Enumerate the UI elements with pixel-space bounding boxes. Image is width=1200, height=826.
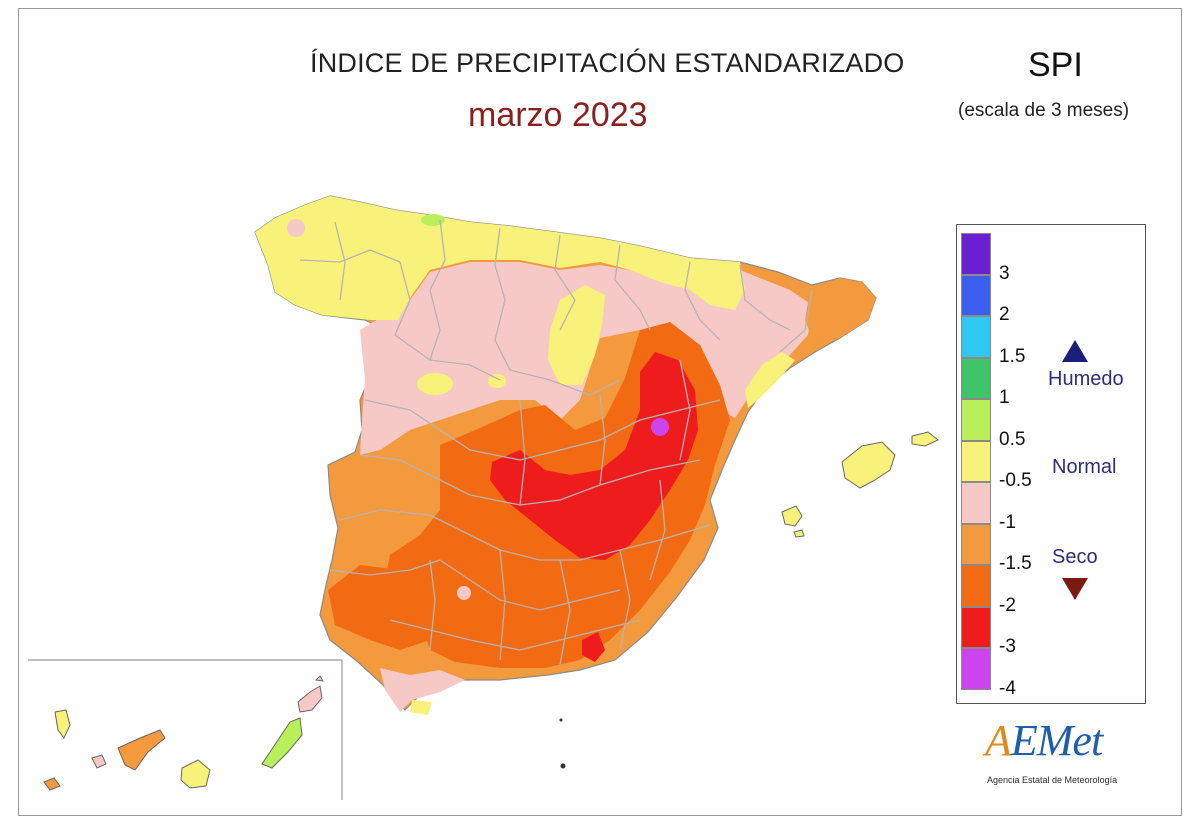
index-name: SPI [1028,46,1083,84]
island-fuerteventura [261,717,303,769]
island-lanzarote [297,685,323,713]
island-ibiza [781,505,803,527]
island-tenerife [117,729,166,771]
region-yellow-patch-b [488,374,506,388]
legend-swatch [961,606,991,648]
province-borders [299,219,813,666]
scale-note: (escala de 3 meses) [958,100,1130,121]
legend-swatch [961,357,991,399]
legend-swatch [961,399,991,441]
region-red-south [582,632,605,662]
region-orange-catalonia [805,278,876,345]
island-la-gomera [91,754,107,769]
region-yellow-southwest [410,700,432,715]
region-violet-spot [651,418,669,436]
region-pink-galicia [287,219,305,237]
legend-tick-label: 3 [999,262,1010,284]
legend-tick-label: -3 [999,636,1016,657]
region-orange-west [328,565,430,650]
island-formentera [793,529,805,538]
legend-swatch [961,565,991,607]
islet-mark [559,718,563,722]
island-la-graciosa [314,675,324,682]
legend-swatch [961,523,991,565]
legend-category-dry: Seco [1052,546,1098,568]
map-subtitle: marzo 2023 [468,96,648,134]
legend-category-normal: Normal [1052,456,1117,478]
legend-tick-label: 0.5 [999,428,1026,450]
wet-arrow-icon [1062,340,1088,362]
map-frame [18,8,1182,816]
island-menorca [911,431,939,447]
legend-category-wet: Humedo [1048,368,1124,390]
region-yellow-northwest [255,196,745,320]
aemet-logo-word: AEMet [985,716,1103,765]
legend-tick-label: -0.5 [999,470,1032,491]
legend-swatch [961,233,991,275]
island-el-hierro [43,777,61,791]
legend-swatch [961,440,991,482]
legend-tick-label: -1.5 [999,553,1032,574]
map-title: ÍNDICE DE PRECIPITACIÓN ESTANDARIZADO [310,48,905,78]
island-la-palma [54,709,71,739]
legend-swatch [961,482,991,524]
aemet-logo-caption: Agencia Estatal de Meteorología [987,775,1118,785]
island-alboran [560,763,566,769]
region-yellow-duero [548,285,605,385]
legend-tick-label: 2 [999,304,1010,325]
island-mallorca [841,441,896,489]
aemet-logo: AEMet Agencia Estatal de Meteorología [985,715,1155,795]
legend: 3 2 1.5 1 0.5 -0.5 -1 -1.5 -2 -3 -4 [956,224,1146,704]
region-yellow-east-coast [745,352,795,408]
legend-swatch [961,648,991,690]
legend-tick-label: -1 [999,511,1016,533]
legend-tick-label: -4 [999,677,1016,699]
canary-inset-frame [28,659,343,800]
region-red-core [490,352,698,560]
island-gran-canaria [180,759,211,789]
legend-tick-label: 1.5 [999,345,1026,367]
legend-tick-label: 1 [999,387,1010,408]
region-pink-spot [457,586,471,600]
legend-swatch [961,316,991,358]
region-yellow-patch-a [417,373,453,395]
region-green-north [421,214,445,226]
legend-swatch [961,274,991,316]
region-pink-southwest [380,668,465,712]
dry-arrow-icon [1062,578,1088,600]
legend-tick-label: -2 [999,594,1016,616]
